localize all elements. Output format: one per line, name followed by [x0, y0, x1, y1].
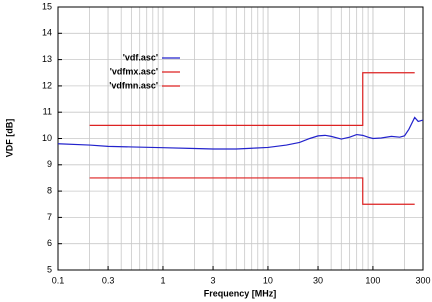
plot-frame [57, 6, 424, 271]
series-line [89, 72, 415, 126]
y-axis-title: VDF [dB] [4, 119, 14, 158]
y-tick-label: 15 [42, 1, 52, 11]
y-tick-label: 5 [47, 264, 52, 274]
y-tick-label: 9 [47, 159, 52, 169]
y-tick-label: 10 [42, 133, 52, 143]
y-tick-label: 11 [43, 107, 52, 117]
legend-label: 'vdf.asc' [123, 52, 158, 62]
x-tick-label: 10 [263, 275, 273, 285]
y-tick-label: 13 [42, 54, 52, 64]
y-tick-label: 7 [47, 212, 52, 222]
y-tick-label: 8 [47, 185, 52, 195]
x-tick-label: 300 [415, 275, 430, 285]
x-tick-label: 1 [160, 275, 165, 285]
x-tick-label: 0.1 [52, 275, 65, 285]
y-tick-label: 12 [42, 80, 52, 90]
x-tick-label: 30 [313, 275, 323, 285]
series-line [89, 177, 415, 205]
x-axis-title: Frequency [MHz] [204, 288, 277, 298]
legend-label: 'vdfmn.asc' [109, 80, 158, 90]
x-tick-label: 0.3 [102, 275, 115, 285]
y-tick-label: 6 [47, 238, 52, 248]
legend-label: 'vdfmx.asc' [110, 66, 158, 76]
x-tick-label: 3 [211, 275, 216, 285]
y-tick-label: 14 [42, 28, 52, 38]
series-line [57, 116, 424, 150]
x-tick-label: 100 [365, 275, 380, 285]
